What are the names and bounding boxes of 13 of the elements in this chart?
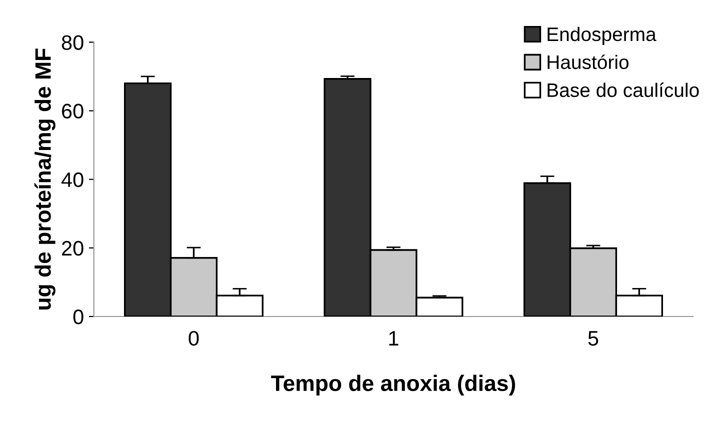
x-axis-title: Tempo de anoxia (dias) bbox=[271, 374, 516, 396]
y-tick-label: 60 bbox=[62, 104, 84, 119]
y-axis-title: ug de proteína/mg de MF bbox=[34, 48, 56, 310]
x-tick-label: 1 bbox=[389, 331, 398, 346]
legend-label: Base do caulículo bbox=[548, 82, 699, 98]
y-tick-label: 80 bbox=[62, 35, 84, 50]
legend-label: Endosperma bbox=[548, 26, 656, 46]
x-tick-label: 0 bbox=[188, 330, 199, 346]
y-tick-label: 20 bbox=[62, 240, 84, 256]
x-tick-label: 5 bbox=[588, 331, 598, 346]
legend-label: Haustório bbox=[548, 54, 629, 70]
y-tick-label: 0 bbox=[73, 310, 84, 324]
y-tick-label: 40 bbox=[61, 172, 84, 188]
